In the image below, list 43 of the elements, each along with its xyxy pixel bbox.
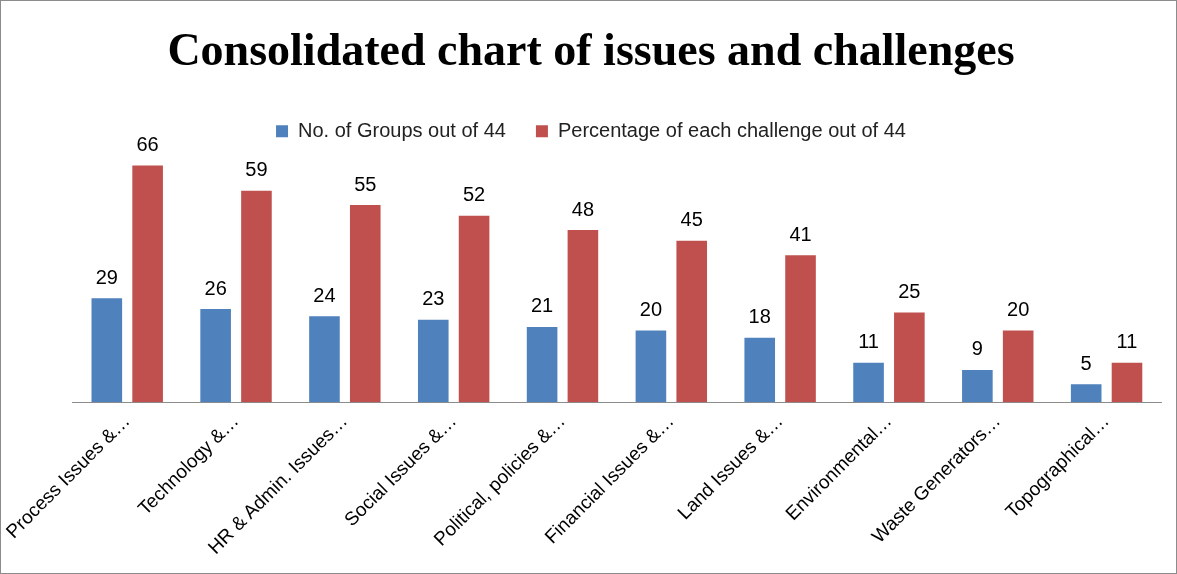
bar: [894, 312, 925, 403]
bar: [200, 308, 231, 403]
data-label: 24: [313, 283, 336, 306]
bar: [91, 298, 123, 403]
data-label: 9: [971, 337, 983, 360]
bar: [785, 255, 816, 403]
data-label: 21: [530, 294, 554, 317]
bar: [1002, 330, 1034, 403]
legend-label: No. of Groups out of 44: [298, 118, 506, 141]
data-label: 26: [204, 276, 227, 299]
bar: [526, 326, 558, 403]
bar: [853, 362, 884, 403]
data-label: 66: [136, 133, 159, 156]
bar: [458, 215, 490, 403]
bar: [676, 240, 708, 403]
bar: [635, 330, 667, 403]
bar: [1111, 362, 1143, 403]
bar: [132, 165, 163, 403]
data-label: 11: [1116, 330, 1138, 353]
data-label: 20: [639, 298, 663, 321]
bar: [309, 316, 340, 403]
bar: [962, 369, 993, 403]
data-label: 48: [571, 197, 595, 220]
bar: [1070, 384, 1102, 403]
bar: [241, 190, 272, 403]
data-label: 20: [1007, 298, 1030, 321]
data-label: 25: [898, 280, 921, 303]
data-label: 52: [462, 183, 486, 206]
data-label: 41: [789, 222, 812, 245]
chart-title: Consolidated chart of issues and challenges: [167, 24, 1015, 76]
data-label: 45: [680, 208, 703, 231]
legend-label: Percentage of each challenge out of 44: [557, 118, 906, 141]
bar: [417, 319, 449, 403]
data-label: 59: [245, 158, 268, 181]
data-label: 11: [858, 330, 879, 353]
bar: [744, 337, 776, 403]
data-label: 18: [748, 305, 771, 328]
data-label: 29: [95, 265, 118, 288]
data-label: 5: [1080, 351, 1092, 374]
data-label: 23: [422, 287, 445, 310]
bar: [567, 230, 599, 403]
bar: [349, 204, 381, 403]
data-label: 55: [354, 172, 377, 195]
